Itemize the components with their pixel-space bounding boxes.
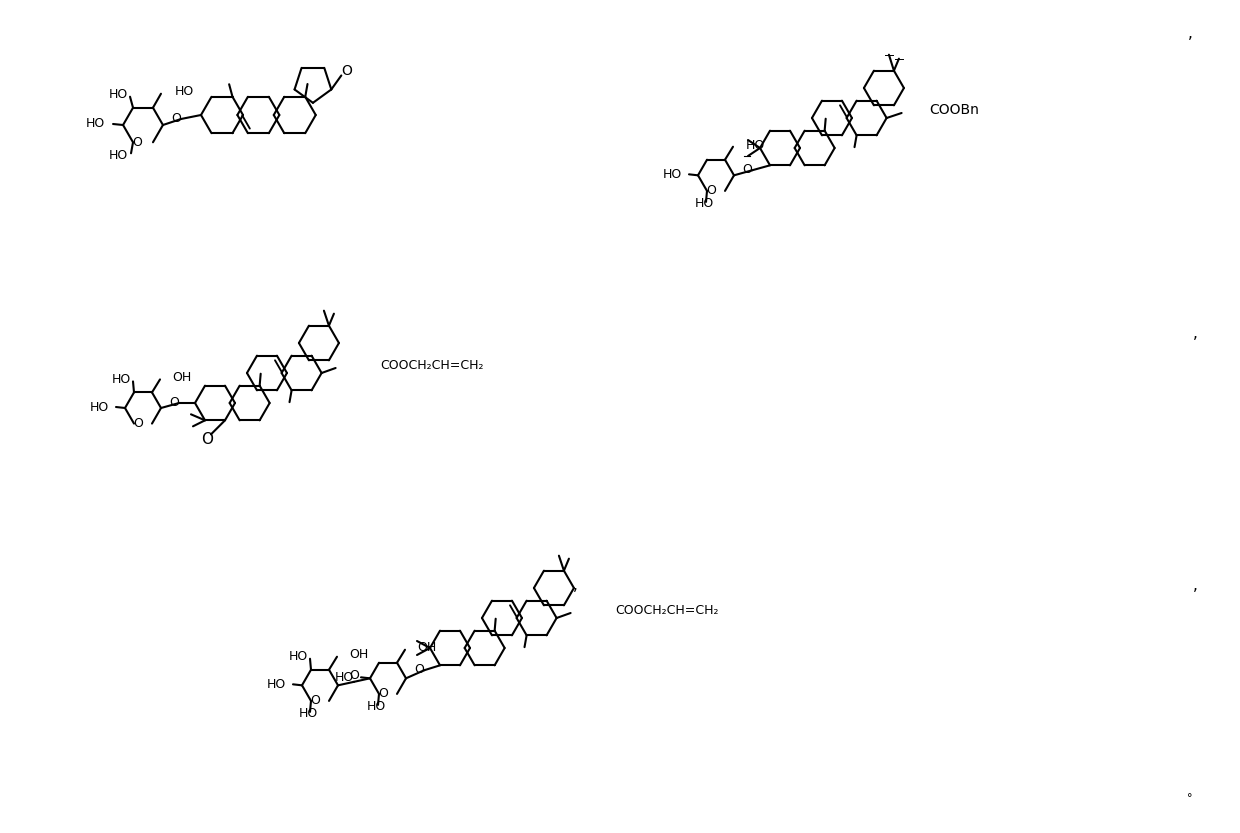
Text: HO: HO xyxy=(112,373,131,386)
Text: O: O xyxy=(341,64,352,78)
Text: O: O xyxy=(169,396,179,408)
Text: OH: OH xyxy=(417,641,436,654)
Text: HO: HO xyxy=(267,678,286,691)
Text: ,: , xyxy=(573,577,578,592)
Text: COOBn: COOBn xyxy=(930,103,980,117)
Text: COOCH₂CH=CH₂: COOCH₂CH=CH₂ xyxy=(381,358,484,372)
Text: HO: HO xyxy=(746,139,765,152)
Text: O: O xyxy=(133,136,141,149)
Text: HO: HO xyxy=(289,651,308,663)
Text: COOCH₂CH=CH₂: COOCH₂CH=CH₂ xyxy=(615,603,719,616)
Text: O: O xyxy=(414,663,424,676)
Text: °: ° xyxy=(1187,793,1193,803)
Text: HO: HO xyxy=(89,401,109,413)
Text: O: O xyxy=(171,112,181,124)
Text: O: O xyxy=(350,670,358,682)
Text: O: O xyxy=(742,162,751,176)
Text: ,: , xyxy=(1193,326,1198,341)
Text: OH: OH xyxy=(348,648,368,661)
Text: HO: HO xyxy=(299,707,317,721)
Text: HO: HO xyxy=(335,671,353,684)
Text: HO: HO xyxy=(662,167,682,181)
Text: HO: HO xyxy=(109,88,128,102)
Text: ,: , xyxy=(1193,577,1198,592)
Text: HO: HO xyxy=(86,117,105,129)
Text: HO: HO xyxy=(109,149,128,162)
Text: O: O xyxy=(706,184,715,197)
Text: O: O xyxy=(133,417,143,430)
Text: HO: HO xyxy=(694,197,714,211)
Text: O: O xyxy=(201,431,213,446)
Text: OH: OH xyxy=(172,371,191,384)
Text: O: O xyxy=(378,687,388,701)
Text: HO: HO xyxy=(366,701,386,713)
Text: O: O xyxy=(310,695,320,707)
Text: ,: , xyxy=(1188,26,1193,41)
Text: HO: HO xyxy=(175,85,195,98)
